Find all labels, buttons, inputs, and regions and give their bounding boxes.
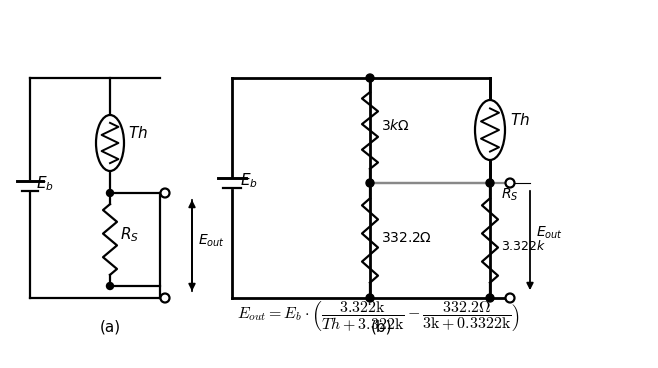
Circle shape — [107, 190, 113, 197]
Text: $3.322k$: $3.322k$ — [501, 238, 546, 252]
Text: $E_{out} = E_b \cdot \left(\dfrac{3.322\mathrm{k}}{Th+3.322\mathrm{k}} - \dfrac{: $E_{out} = E_b \cdot \left(\dfrac{3.322\… — [237, 299, 520, 333]
Text: $E_b$: $E_b$ — [36, 175, 54, 193]
Circle shape — [107, 283, 113, 290]
Ellipse shape — [475, 100, 505, 160]
Text: $R_S$: $R_S$ — [501, 187, 519, 203]
Text: $332.2\Omega$: $332.2\Omega$ — [381, 231, 432, 245]
Text: $E_{out}$: $E_{out}$ — [198, 232, 225, 249]
Text: $E_{out}$: $E_{out}$ — [536, 224, 563, 241]
Circle shape — [486, 179, 494, 187]
Text: $Th$: $Th$ — [128, 125, 148, 141]
Circle shape — [366, 179, 374, 187]
Circle shape — [505, 178, 515, 188]
Circle shape — [366, 74, 374, 82]
Circle shape — [161, 294, 170, 302]
Text: $E_b$: $E_b$ — [240, 171, 258, 190]
Text: (b): (b) — [370, 319, 392, 334]
Circle shape — [366, 294, 374, 302]
Circle shape — [505, 294, 515, 302]
Ellipse shape — [96, 115, 124, 171]
Text: $R_S$: $R_S$ — [120, 225, 139, 244]
Circle shape — [161, 188, 170, 198]
Text: $3k\Omega$: $3k\Omega$ — [381, 118, 410, 133]
Text: (a): (a) — [99, 319, 120, 334]
Text: $Th$: $Th$ — [510, 112, 530, 128]
Circle shape — [486, 294, 494, 302]
